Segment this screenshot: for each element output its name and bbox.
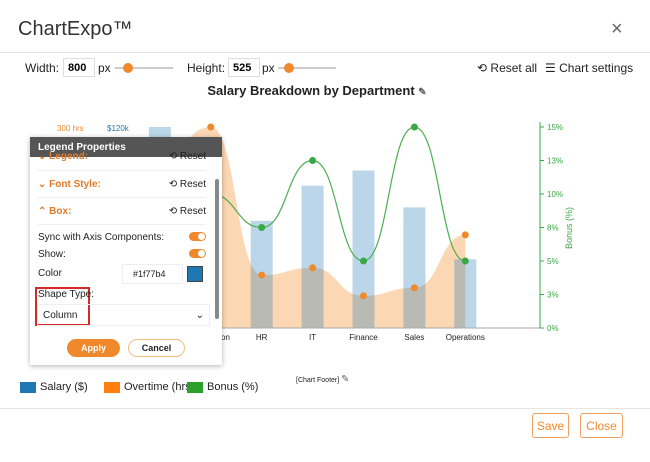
divider [0,52,650,53]
bonus-tick-label: 5% [547,257,559,266]
chart-title[interactable]: Salary Breakdown by Department ✎ [207,83,427,98]
overtime-point [258,271,266,279]
reset-all-button[interactable]: ⟲ Reset all [477,61,537,75]
legend-swatch [104,381,120,393]
chart-footer[interactable]: [Chart Footer] ✎ [296,374,350,385]
apply-button[interactable]: Apply [67,339,120,357]
save-button[interactable]: Save [532,413,569,438]
section-legend[interactable]: ⌄ Legend: ⟲ Reset [38,151,206,162]
x-tick-label: IT [309,333,316,342]
overtime-point [207,123,215,131]
x-tick-label: Operations [446,333,485,342]
x-tick-label: HR [256,333,268,342]
bonus-point [360,257,367,265]
legend-item-bonus[interactable]: Bonus (%) [187,381,258,393]
x-tick-label: Finance [349,333,378,342]
bonus-tick-label: 13% [547,157,563,166]
legend-properties-panel: Legend Properties ⌄ Legend: ⟲ Reset ⌄ Fon… [30,137,222,365]
font-style-reset-button[interactable]: ⟲ Reset [168,179,206,190]
panel-scrollbar[interactable] [215,179,219,319]
reset-all-label: Reset all [490,61,538,75]
app-title: ChartExpo™ [18,18,133,40]
height-slider[interactable] [278,67,336,69]
chart-settings-button[interactable]: ☰ Chart settings [545,61,633,75]
legend-swatch [20,381,36,393]
chart-settings-label: Chart settings [559,61,634,75]
salary-bar [454,259,477,328]
height-label: Height: [187,61,226,75]
undo-icon: ⟲ [477,61,488,75]
color-label: Color [38,268,62,279]
legend-item-overtime[interactable]: Overtime (hrs) [104,381,194,393]
width-label: Width: [25,61,60,75]
color-swatch[interactable] [187,266,203,282]
width-slider-handle[interactable] [123,63,133,73]
section-box[interactable]: ⌃ Box: ⟲ Reset [38,206,206,217]
edit-pencil-icon: ✎ [341,374,350,385]
bonus-tick-label: 10% [547,190,563,199]
salary-bar [352,170,375,328]
height-unit: px [262,61,275,75]
salary-axis-top-label: $120k [107,124,130,133]
edit-pencil-icon: ✎ [418,87,427,98]
bonus-axis-title: Bonus (%) [564,207,574,249]
divider [0,408,650,409]
legend-swatch [187,381,203,393]
overtime-point [309,264,317,272]
sync-row: Sync with Axis Components: [38,232,206,243]
height-slider-handle[interactable] [284,63,294,73]
color-hex-input[interactable]: #1f77b4 [122,264,183,284]
shape-type-label: Shape Type: [38,289,94,300]
height-input[interactable] [228,58,260,77]
overtime-point [461,231,469,239]
show-toggle[interactable] [189,249,206,258]
panel-title: Legend Properties [30,137,222,157]
overtime-axis-top-label: 300 hrs [57,124,84,133]
bonus-tick-label: 15% [547,123,563,132]
bonus-point [309,157,317,164]
bonus-point [258,224,266,231]
width-input[interactable] [63,58,95,77]
cancel-button[interactable]: Cancel [128,339,185,357]
close-button[interactable]: Close [580,413,623,438]
close-icon[interactable]: × [611,18,623,40]
shape-type-select[interactable]: Column ⌄ [37,304,210,326]
bonus-tick-label: 0% [547,324,559,333]
bonus-tick-label: 3% [547,291,559,300]
overtime-point [360,292,367,300]
width-unit: px [98,61,111,75]
legend-item-salary[interactable]: Salary ($) [20,381,88,393]
bonus-tick-label: 8% [547,224,559,233]
x-tick-label: Sales [404,333,424,342]
width-slider[interactable] [115,67,173,69]
legend-reset-button[interactable]: ⟲ Reset [168,151,206,162]
box-reset-button[interactable]: ⟲ Reset [168,206,206,217]
bonus-point [410,123,418,131]
overtime-point [410,284,418,292]
sync-toggle[interactable] [189,232,206,241]
bonus-line [159,126,466,262]
salary-bar [301,185,324,328]
sliders-icon: ☰ [545,61,556,75]
bonus-point [461,257,469,265]
chevron-down-icon: ⌄ [195,310,204,321]
salary-bar [403,207,426,328]
section-font-style[interactable]: ⌄ Font Style: ⟲ Reset [38,179,206,190]
show-row: Show: [38,249,206,260]
